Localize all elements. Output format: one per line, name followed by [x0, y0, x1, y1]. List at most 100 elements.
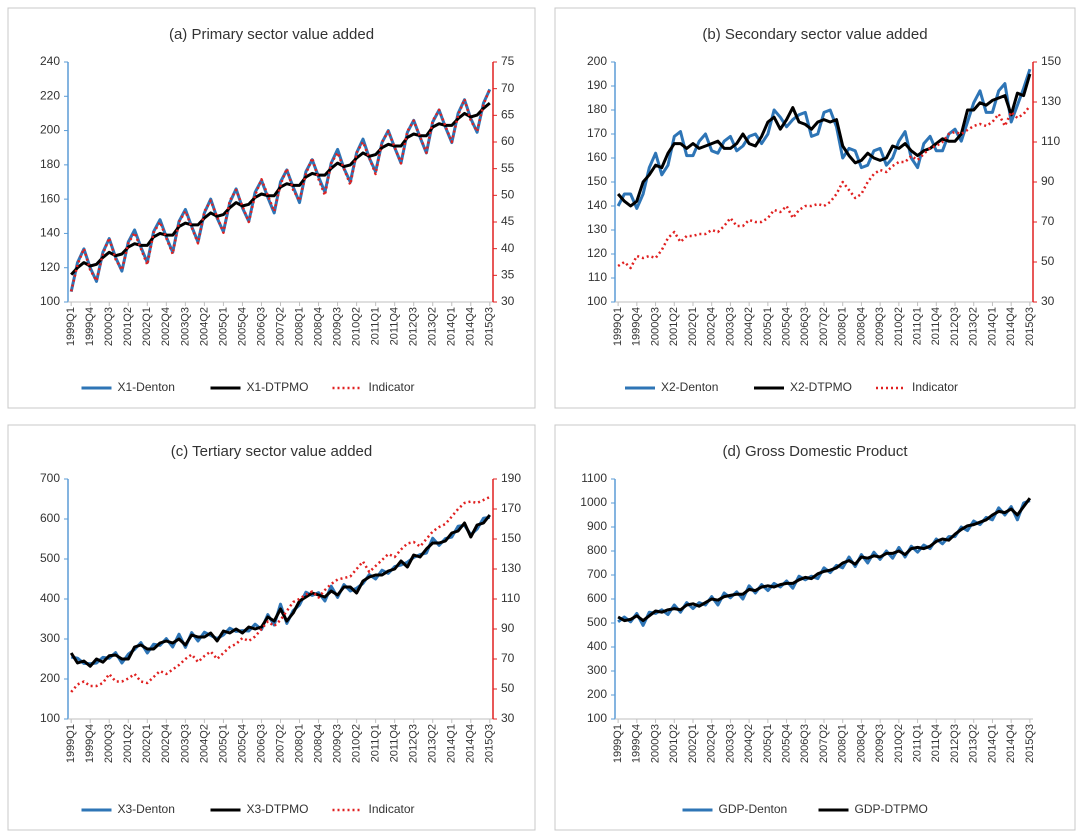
- series-line: [616, 68, 1032, 210]
- x-tick-label: 2005Q4: [780, 724, 792, 763]
- x-tick-label: 2001Q2: [122, 724, 134, 763]
- x-tick-label: 2000Q3: [103, 724, 115, 763]
- y-tick-label: 100: [587, 294, 607, 308]
- x-tick-label: 2011Q4: [930, 724, 942, 762]
- x-tick-label: 2015Q3: [1024, 307, 1036, 346]
- series-line: [70, 515, 490, 666]
- x-tick-label: 2008Q1: [293, 307, 305, 346]
- x-tick-label: 2000Q3: [103, 307, 115, 346]
- x-tick-label: 2005Q4: [236, 724, 248, 763]
- x-tick-label: 2000Q3: [649, 724, 661, 763]
- x-tick-label: 2002Q4: [160, 724, 172, 763]
- x-tick-label: 2002Q4: [706, 307, 718, 346]
- y2-tick-label: 65: [501, 108, 515, 122]
- x-tick-label: 2008Q4: [855, 724, 867, 763]
- x-tick-label: 2011Q4: [389, 307, 401, 345]
- x-tick-label: 2010Q2: [893, 307, 905, 346]
- y-tick-label: 160: [40, 191, 60, 205]
- x-tick-label: 2010Q2: [351, 724, 363, 763]
- x-tick-label: 2002Q1: [687, 724, 699, 763]
- y-tick-label: 120: [40, 260, 60, 274]
- x-tick-label: 2007Q2: [274, 724, 286, 763]
- y-tick-label: 100: [40, 711, 60, 725]
- x-tick-label: 2014Q4: [1005, 307, 1017, 346]
- x-tick-label: 2015Q3: [484, 307, 496, 346]
- series-line: [70, 101, 491, 276]
- x-tick-label: 2013Q2: [427, 724, 439, 763]
- chart-title: (a) Primary sector value added: [169, 26, 374, 43]
- y2-tick-label: 90: [501, 621, 515, 635]
- series-line: [617, 499, 1031, 627]
- x-tick-label: 2009Q3: [331, 724, 343, 763]
- legend-label: Indicator: [912, 380, 958, 394]
- legend-label: X2-DTPMO: [790, 380, 852, 394]
- panel-border: [7, 424, 536, 831]
- x-tick-label: 2003Q3: [724, 724, 736, 763]
- y2-tick-label: 90: [1041, 174, 1055, 188]
- y2-tick-label: 130: [501, 561, 521, 575]
- x-tick-label: 1999Q1: [612, 724, 624, 763]
- x-tick-label: 2015Q3: [484, 724, 496, 763]
- y2-tick-label: 35: [501, 268, 515, 282]
- x-tick-label: 2014Q4: [1005, 724, 1017, 763]
- y-tick-label: 200: [587, 687, 607, 701]
- x-tick-label: 2004Q2: [198, 307, 210, 346]
- x-tick-label: 2009Q3: [874, 307, 886, 346]
- y2-tick-label: 30: [501, 711, 515, 725]
- x-tick-label: 2014Q1: [446, 724, 458, 763]
- legend-label: Indicator: [369, 802, 415, 816]
- y-tick-label: 180: [40, 157, 60, 171]
- x-tick-label: 1999Q1: [612, 307, 624, 346]
- x-tick-label: 2013Q2: [427, 307, 439, 346]
- panel-border: [554, 7, 1076, 409]
- y-tick-label: 800: [587, 543, 607, 557]
- x-tick-label: 2004Q2: [743, 724, 755, 763]
- chart-title: (c) Tertiary sector value added: [171, 443, 372, 460]
- x-tick-label: 2003Q3: [179, 307, 191, 346]
- x-tick-label: 1999Q4: [84, 307, 96, 346]
- legend-label: GDP-DTPMO: [855, 802, 928, 816]
- y2-tick-label: 55: [501, 161, 515, 175]
- x-tick-label: 2013Q2: [968, 307, 980, 346]
- x-tick-label: 2012Q3: [949, 307, 961, 346]
- x-tick-label: 2002Q4: [706, 724, 718, 763]
- panel: (b) Secondary sector value added 100 110 12…: [554, 7, 1076, 409]
- x-tick-label: 2011Q1: [911, 307, 923, 345]
- y-tick-label: 110: [588, 270, 607, 284]
- x-tick-label: 2008Q4: [312, 307, 324, 346]
- y-tick-label: 400: [587, 639, 607, 653]
- y-tick-label: 240: [40, 54, 60, 68]
- x-tick-label: 1999Q4: [84, 724, 96, 763]
- y-tick-label: 600: [587, 591, 607, 605]
- x-tick-label: 2002Q4: [160, 307, 172, 346]
- x-tick-label: 2004Q2: [198, 724, 210, 763]
- panel: (d) Gross Domestic Product 100 200 300 400 50…: [554, 424, 1076, 831]
- x-tick-label: 1999Q1: [65, 724, 77, 763]
- x-tick-label: 2005Q1: [762, 724, 774, 763]
- y-tick-label: 300: [40, 631, 60, 645]
- x-tick-label: 2012Q3: [408, 724, 420, 763]
- x-tick-label: 2008Q1: [293, 724, 305, 763]
- x-tick-label: 2011Q1: [370, 307, 382, 345]
- x-tick-label: 1999Q4: [631, 307, 643, 346]
- x-tick-label: 2013Q2: [968, 724, 980, 763]
- y-tick-label: 300: [587, 663, 607, 677]
- x-tick-label: 2005Q1: [762, 307, 774, 346]
- panel-border: [7, 7, 536, 409]
- y-tick-label: 160: [587, 150, 607, 164]
- x-tick-label: 2005Q4: [236, 307, 248, 346]
- x-tick-label: 2011Q1: [911, 724, 923, 762]
- chart-title: (b) Secondary sector value added: [702, 26, 927, 43]
- legend-label: X3-Denton: [118, 802, 175, 816]
- y-tick-label: 140: [40, 226, 60, 240]
- x-tick-label: 2007Q2: [274, 307, 286, 346]
- y-tick-label: 130: [587, 222, 607, 236]
- y-tick-label: 100: [40, 294, 60, 308]
- y2-tick-label: 50: [501, 681, 515, 695]
- y-tick-label: 200: [587, 54, 607, 68]
- x-tick-label: 2002Q1: [141, 307, 153, 346]
- x-tick-label: 2005Q4: [780, 307, 792, 346]
- x-tick-label: 2002Q1: [141, 724, 153, 763]
- y-tick-label: 1000: [580, 495, 607, 509]
- x-tick-label: 2000Q3: [649, 307, 661, 346]
